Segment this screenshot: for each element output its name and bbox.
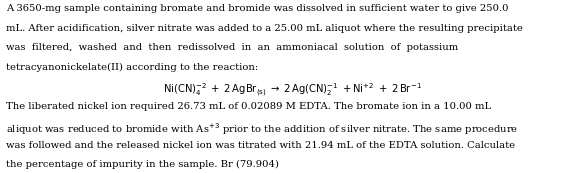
- Text: tetracyanonickelate(II) according to the reaction:: tetracyanonickelate(II) according to the…: [6, 63, 258, 72]
- Text: was followed and the released nickel ion was titrated with 21.94 mL of the EDTA : was followed and the released nickel ion…: [6, 141, 515, 150]
- Text: A 3650-mg sample containing bromate and bromide was dissolved in sufficient wate: A 3650-mg sample containing bromate and …: [6, 4, 508, 13]
- Text: mL. After acidification, silver nitrate was added to a 25.00 mL aliquot where th: mL. After acidification, silver nitrate …: [6, 24, 523, 33]
- Text: $\mathrm{Ni(CN)_4^{-2}\;+\;2\,AgBr_{(s)}\;\rightarrow\;2\,Ag(CN)_2^{-1}\;+Ni^{+2: $\mathrm{Ni(CN)_4^{-2}\;+\;2\,AgBr_{(s)}…: [162, 82, 422, 99]
- Text: aliquot was reduced to bromide with As$^{+3}$ prior to the addition of silver ni: aliquot was reduced to bromide with As$^…: [6, 121, 518, 137]
- Text: The liberated nickel ion required 26.73 mL of 0.02089 M EDTA. The bromate ion in: The liberated nickel ion required 26.73 …: [6, 102, 491, 111]
- Text: was  filtered,  washed  and  then  redissolved  in  an  ammoniacal  solution  of: was filtered, washed and then redissolve…: [6, 43, 458, 52]
- Text: the percentage of impurity in the sample. Br (79.904): the percentage of impurity in the sample…: [6, 160, 279, 169]
